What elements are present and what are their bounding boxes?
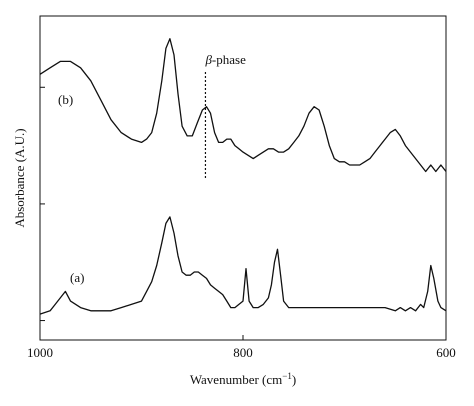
x-axis-title-superscript: −1 [282,371,292,381]
x-axis-title: Wavenumber (cm−1) [190,371,296,387]
x-tick-label: 1000 [27,345,53,360]
x-axis-title-main: Wavenumber (cm [190,372,282,387]
series-a-label: (a) [70,270,84,285]
x-tick-label: 600 [436,345,456,360]
x-axis-title-close: ) [292,372,296,387]
annotations: β-phase (b) (a) [58,52,246,285]
spectrum-b-line [39,38,447,173]
spectra [39,38,447,315]
x-tick-labels: 1000 800 600 [27,345,456,360]
y-axis-title: Absorbance (A.U.) [12,128,27,227]
spectrum-a-line [39,216,447,315]
axis-ticks [39,86,447,340]
beta-symbol: β [204,52,212,67]
beta-phase-text: -phase [212,52,246,67]
beta-phase-label: β-phase [204,52,246,67]
x-tick-label: 800 [233,345,253,360]
series-b-label: (b) [58,92,73,107]
